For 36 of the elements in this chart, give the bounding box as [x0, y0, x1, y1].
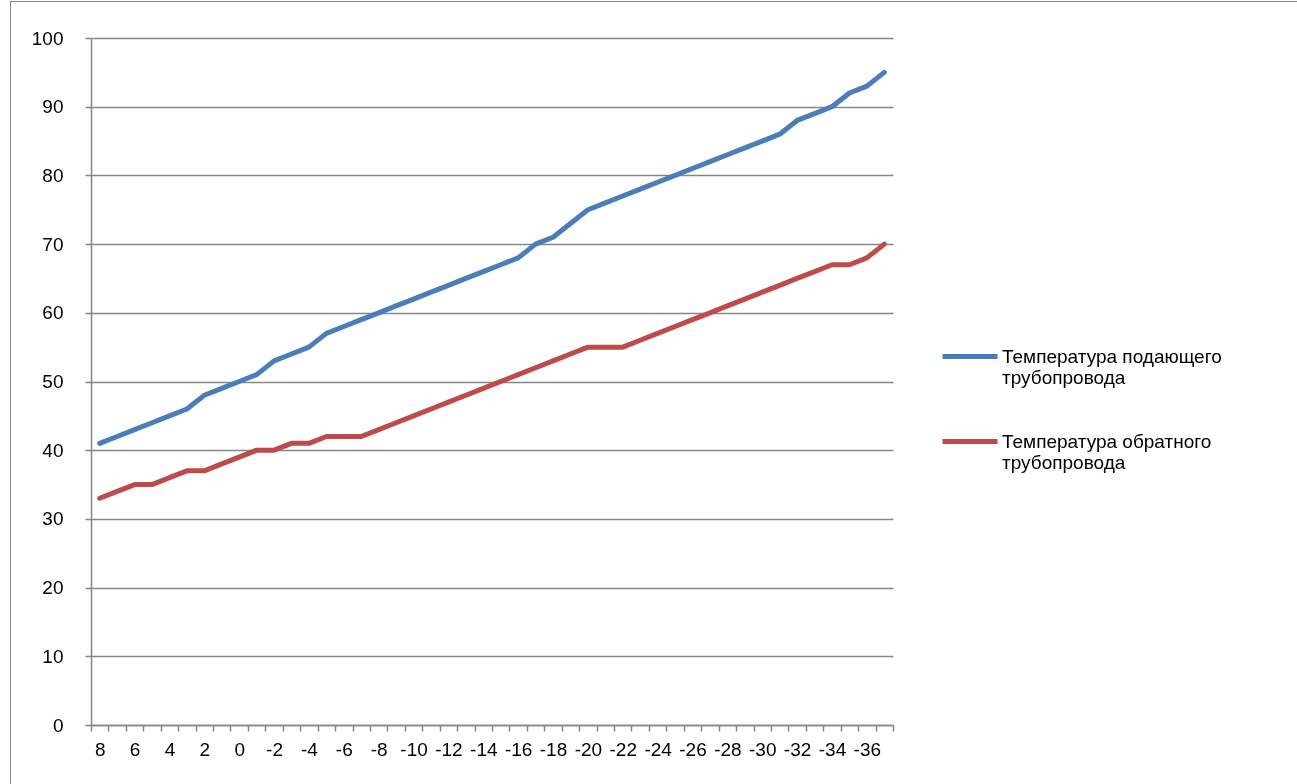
x-tick-label: -6	[335, 738, 353, 760]
x-tick-label: 4	[164, 738, 176, 760]
legend-label: Температура обратного трубопровода	[1002, 430, 1212, 473]
x-tick-label: -20	[574, 738, 603, 760]
x-tick-label: -30	[749, 738, 777, 760]
x-tick-label: -16	[504, 738, 533, 760]
x-tick-label: 0	[234, 738, 245, 760]
x-tick-label: -36	[853, 738, 882, 760]
y-tick-label: 50	[42, 371, 64, 392]
x-tick-label: -32	[783, 738, 812, 760]
x-tick-label: 8	[94, 738, 106, 760]
x-tick-label: -22	[609, 738, 637, 760]
y-tick-label: 70	[42, 233, 64, 255]
x-tick-label: 6	[129, 738, 141, 760]
x-tick-label: -28	[714, 738, 742, 760]
x-tick-label: -12	[435, 738, 463, 760]
y-tick-label: 20	[42, 577, 64, 599]
y-tick-label: 80	[42, 164, 64, 186]
y-tick-label: 90	[42, 96, 64, 118]
x-tick-label: -4	[300, 738, 319, 760]
x-tick-label: -34	[818, 738, 847, 760]
x-tick-label: -26	[679, 738, 707, 760]
x-tick-label: -10	[400, 738, 428, 760]
x-tick-label: -2	[266, 738, 284, 760]
y-tick-label: 40	[42, 439, 64, 461]
x-tick-label: 2	[199, 738, 211, 760]
y-tick-label: 10	[42, 645, 64, 667]
x-tick-label: -24	[644, 738, 673, 760]
y-tick-label: 0	[52, 714, 64, 736]
y-tick-label: 100	[31, 27, 64, 49]
x-tick-label: -14	[470, 738, 498, 760]
legend-label: Температура подающего трубопровода	[1002, 345, 1222, 388]
y-tick-label: 30	[42, 508, 64, 530]
x-tick-label: -8	[370, 738, 388, 760]
x-tick-label: -18	[539, 738, 568, 760]
y-tick-label: 60	[42, 302, 64, 324]
